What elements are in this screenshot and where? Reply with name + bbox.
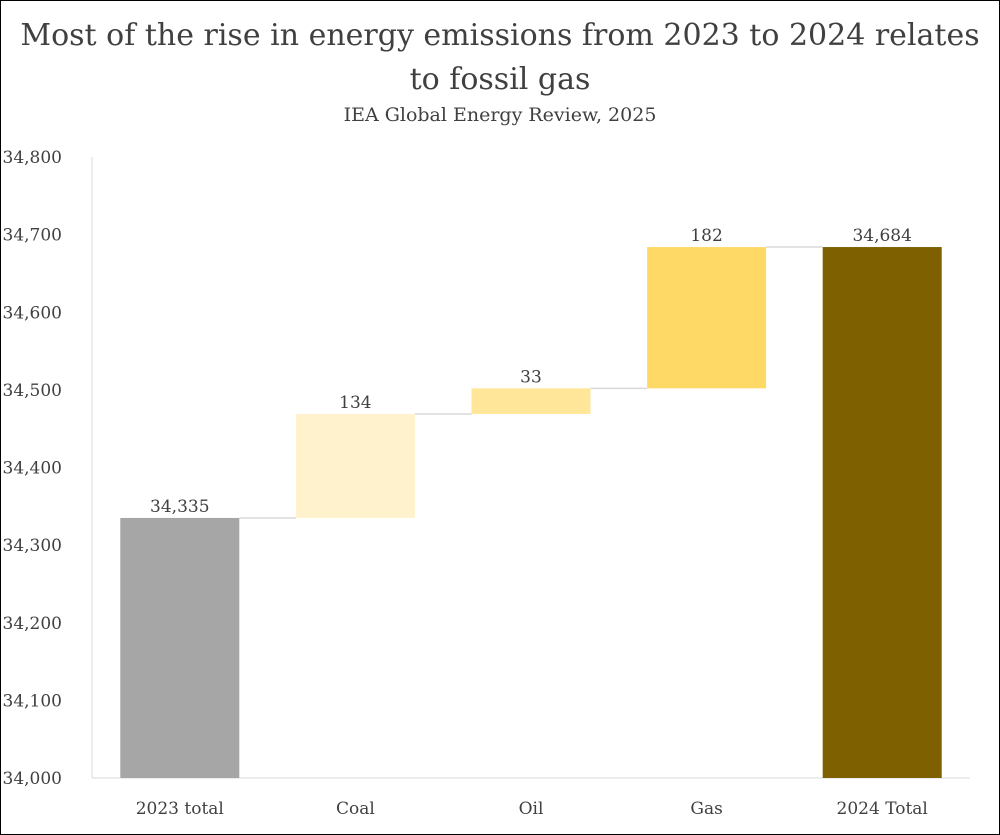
y-tick-label: 34,000 xyxy=(3,769,62,789)
x-tick-label: Coal xyxy=(336,799,375,819)
y-tick-label: 34,600 xyxy=(3,303,62,323)
chart-title: Most of the rise in energy emissions fro… xyxy=(0,14,1000,102)
bar-oil xyxy=(471,388,591,414)
y-tick-label: 34,500 xyxy=(3,381,62,401)
data-label: 34,335 xyxy=(150,497,209,517)
x-tick-label: 2023 total xyxy=(136,799,224,819)
chart-title-line-2: to fossil gas xyxy=(409,62,591,97)
chart-title-line-1: Most of the rise in energy emissions fro… xyxy=(20,18,980,53)
y-tick-label: 34,100 xyxy=(3,691,62,711)
y-tick-label: 34,400 xyxy=(3,459,62,479)
bar-2023-total xyxy=(120,517,240,778)
bar-gas xyxy=(647,247,767,389)
data-label: 182 xyxy=(690,226,722,246)
chart-subtitle: IEA Global Energy Review, 2025 xyxy=(343,104,657,126)
x-tick-label: 2024 Total xyxy=(837,799,928,819)
bar-2024-total xyxy=(822,247,942,779)
data-label: 134 xyxy=(339,393,371,413)
x-tick-label: Gas xyxy=(690,799,722,819)
y-tick-label: 34,800 xyxy=(3,148,62,168)
x-tick-label: Oil xyxy=(519,799,544,819)
bar-coal xyxy=(295,413,415,518)
y-tick-label: 34,300 xyxy=(3,536,62,556)
data-label: 33 xyxy=(520,367,542,387)
y-tick-label: 34,200 xyxy=(3,614,62,634)
y-tick-label: 34,700 xyxy=(3,226,62,246)
data-label: 34,684 xyxy=(852,226,911,246)
